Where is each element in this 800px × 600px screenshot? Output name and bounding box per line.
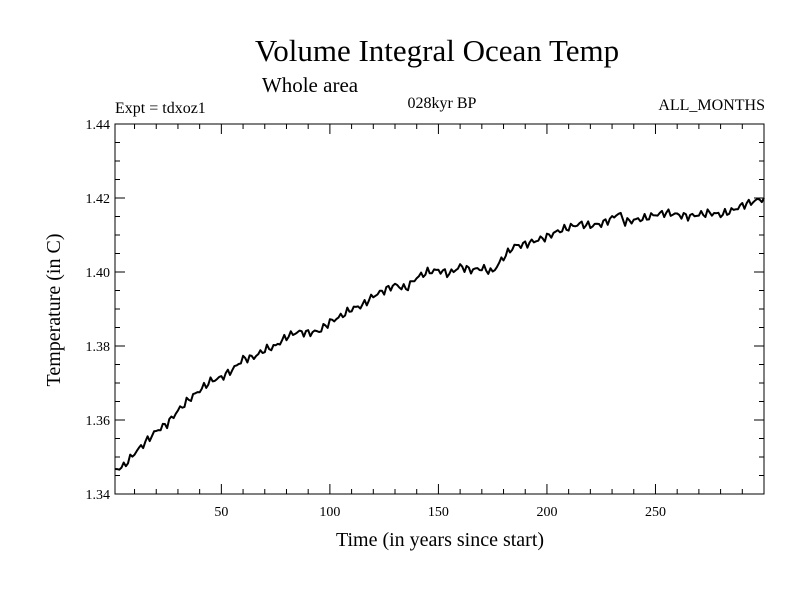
x-tick-label: 250 xyxy=(645,505,666,520)
y-tick-label: 1.40 xyxy=(86,266,111,281)
x-tick-label: 50 xyxy=(214,505,228,520)
x-axis-label: Time (in years since start) xyxy=(336,529,544,551)
chart-subtitle: Whole area xyxy=(262,73,359,97)
experiment-label: Expt = tdxoz1 xyxy=(115,100,206,117)
axis-tick-labels: 50 100 150 200 250 1.34 1.36 1.38 1.40 1.42 1.44 xyxy=(86,118,666,520)
y-tick-label: 1.34 xyxy=(86,488,111,503)
plot-area: 50 100 150 200 250 1.34 1.36 1.38 1.40 1.42 1.44 xyxy=(86,118,765,520)
y-tick-label: 1.42 xyxy=(86,192,111,207)
y-axis-label: Temperature (in C) xyxy=(43,234,65,387)
months-label: ALL_MONTHS xyxy=(658,97,765,114)
chart-canvas: Volume Integral Ocean Temp Whole area Ex… xyxy=(0,0,800,600)
chart-title: Volume Integral Ocean Temp xyxy=(255,33,619,68)
y-tick-label: 1.36 xyxy=(86,414,111,429)
y-tick-label: 1.44 xyxy=(86,118,111,133)
axis-ticks xyxy=(115,124,764,494)
period-label: 028kyr BP xyxy=(408,95,477,112)
y-tick-label: 1.38 xyxy=(86,340,111,355)
x-tick-label: 100 xyxy=(319,505,340,520)
plot-frame xyxy=(115,124,764,494)
x-tick-label: 150 xyxy=(428,505,449,520)
temperature-series-line xyxy=(115,198,764,470)
x-tick-label: 200 xyxy=(536,505,557,520)
